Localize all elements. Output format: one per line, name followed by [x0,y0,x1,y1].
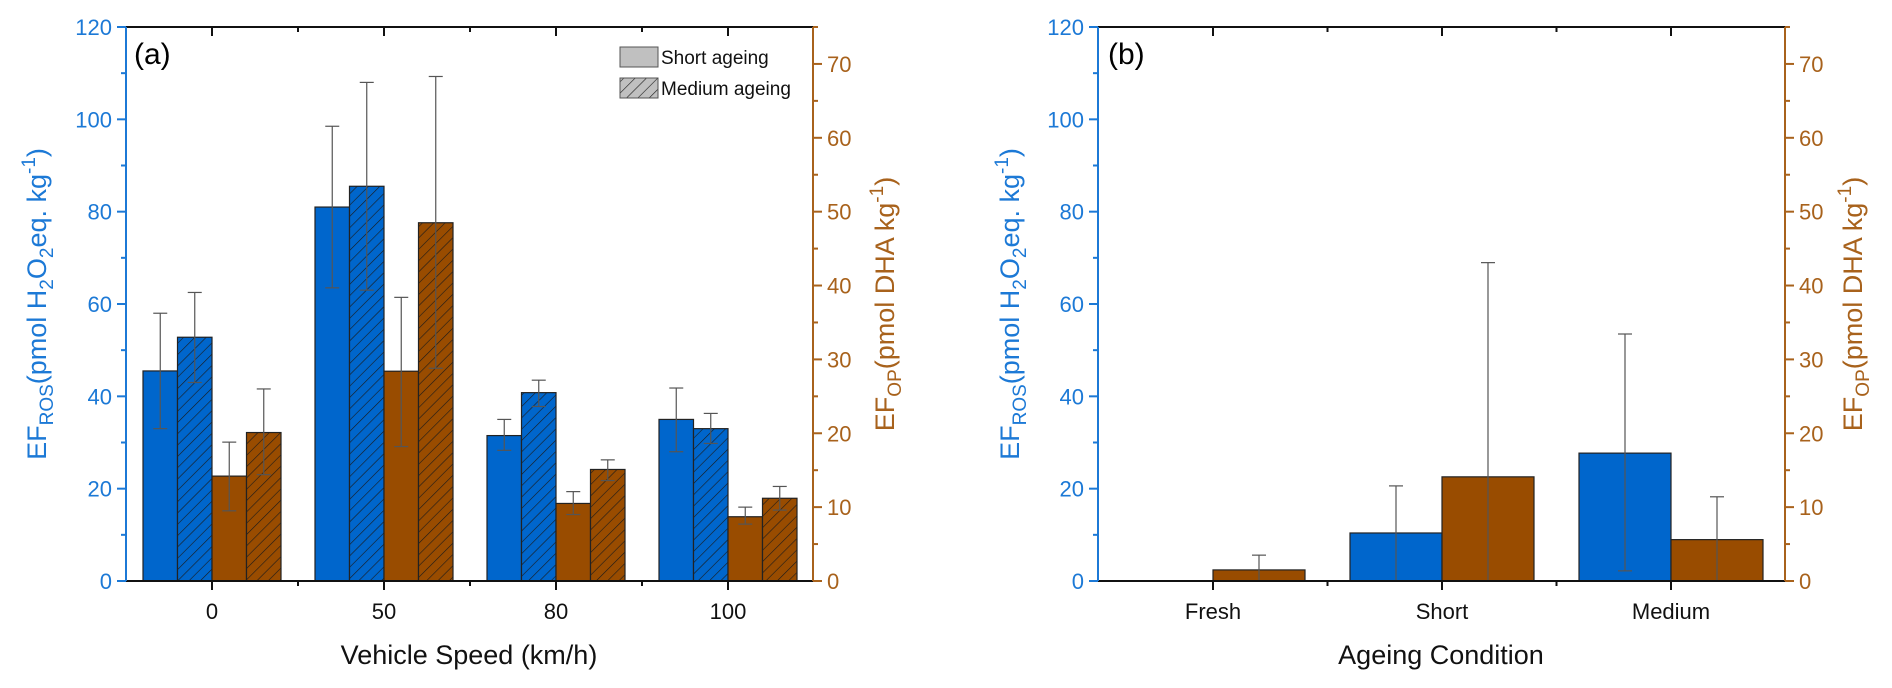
x-tick-label: Short [1416,599,1469,624]
bar-ef-op-medium-ageing-100 [761,497,798,582]
right-tick-label: 0 [827,569,839,594]
x-tick-label: 0 [206,599,218,624]
x-tick-label: 50 [372,599,396,624]
panel-b-right-ylabel: EFOP(pmol DHA kg-1) [1835,177,1874,431]
x-tick-label: 80 [544,599,568,624]
panel-a-axes: 0 20 40 60 80 100 120 0 10 20 30 40 50 60 70 0 50 80 100 [75,15,851,624]
panel-b-axes: 0 20 40 60 80 100 120 0 10 20 30 40 50 60 70 Fresh Short… [1047,15,1823,624]
right-tick-label: 40 [1799,274,1823,299]
legend-label-short: Short ageing [661,48,769,69]
left-tick-label: 60 [1060,292,1084,317]
right-tick-label: 40 [827,274,851,299]
svg-text:EFOP(pmol DHA kg-1): EFOP(pmol DHA kg-1) [1835,177,1874,431]
right-tick-label: 30 [827,347,851,372]
right-tick-label: 70 [1799,52,1823,77]
right-tick-label: 50 [827,200,851,225]
bar-ef-ros-medium-ageing-80 [520,392,557,582]
x-tick-label: Medium [1632,599,1710,624]
legend-label-medium: Medium ageing [661,79,791,100]
legend: Short ageing Medium ageing [619,46,791,100]
panel-b-left-ylabel: EFROS(pmol H2O2eq. kg-1) [992,148,1031,460]
right-tick-label: 20 [827,421,851,446]
left-tick-label: 120 [75,15,112,40]
panel-a-error-bars [153,75,787,525]
left-tick-label: 80 [1060,200,1084,225]
panel-a-left-ylabel: EFROS(pmol H2O2eq. kg-1) [19,148,58,460]
bar-ef-ros-medium-ageing-100 [692,428,729,582]
left-tick-label: 0 [1072,569,1084,594]
right-tick-label: 20 [1799,421,1823,446]
bar-ef-ros-medium-ageing-0 [176,336,213,582]
svg-text:EFROS(pmol H2O2eq. kg-1): EFROS(pmol H2O2eq. kg-1) [992,148,1031,460]
panel-a-right-ylabel: EFOP(pmol DHA kg-1) [867,177,906,431]
panel-a-bars [142,185,798,582]
panel-a-label: (a) [134,38,171,71]
panel-b-xlabel: Ageing Condition [1338,640,1544,670]
panel-b: 0 20 40 60 80 100 120 0 10 20 30 40 50 60 70 Fresh Short… [992,15,1874,670]
right-tick-label: 30 [1799,347,1823,372]
left-tick-label: 80 [88,200,112,225]
panel-b-label: (b) [1108,38,1145,71]
left-tick-label: 40 [1060,384,1084,409]
left-tick-label: 20 [88,477,112,502]
panel-b-error-bars [1252,262,1724,581]
right-tick-label: 70 [827,52,851,77]
right-tick-label: 10 [1799,495,1823,520]
left-tick-label: 100 [75,107,112,132]
svg-text:EFOP(pmol DHA kg-1): EFOP(pmol DHA kg-1) [867,177,906,431]
left-tick-label: 60 [88,292,112,317]
bar-ef-op-short-ageing-80 [555,502,592,582]
bar-ef-ros-short-ageing-80 [486,434,523,582]
right-tick-label: 60 [1799,126,1823,151]
legend-swatch-medium [619,77,659,99]
x-tick-label: Fresh [1185,599,1241,624]
left-tick-label: 0 [100,569,112,594]
left-tick-label: 40 [88,384,112,409]
legend-swatch-short [619,46,659,68]
bar-ef-op-short-ageing-100 [727,516,764,582]
left-tick-label: 20 [1060,477,1084,502]
right-tick-label: 0 [1799,569,1811,594]
x-tick-label: 100 [710,599,747,624]
panel-a-xlabel: Vehicle Speed (km/h) [341,640,598,670]
bar-ef-op-medium-ageing-80 [589,468,626,582]
panel-a: 0 20 40 60 80 100 120 0 10 20 30 40 50 60 70 0 50 80 100 (… [19,15,906,670]
left-tick-label: 100 [1047,107,1084,132]
right-tick-label: 60 [827,126,851,151]
left-tick-label: 120 [1047,15,1084,40]
svg-text:EFROS(pmol H2O2eq. kg-1): EFROS(pmol H2O2eq. kg-1) [19,148,58,460]
right-tick-label: 10 [827,495,851,520]
right-tick-label: 50 [1799,200,1823,225]
